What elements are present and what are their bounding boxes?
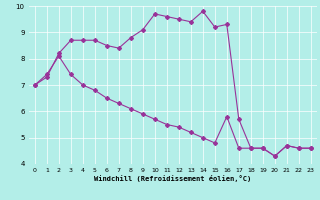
X-axis label: Windchill (Refroidissement éolien,°C): Windchill (Refroidissement éolien,°C) bbox=[94, 175, 252, 182]
